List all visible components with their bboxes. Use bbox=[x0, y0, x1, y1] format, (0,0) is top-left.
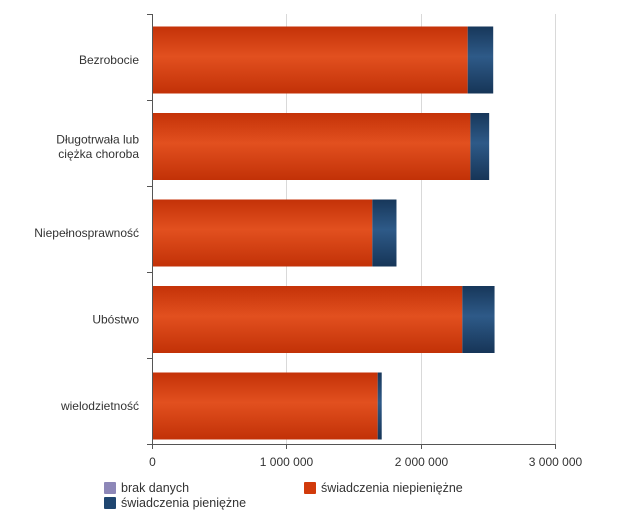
bar-1-series-1 bbox=[152, 26, 468, 94]
legend-swatch-swiadczenia-pieniezne bbox=[104, 497, 116, 509]
bar-5-series-2 bbox=[377, 372, 382, 440]
x-tick-label-3: 3 000 000 bbox=[529, 455, 583, 469]
labels: 0 1 000 000 2 000 000 3 000 000 Bezrobocie Dł… bbox=[34, 53, 582, 469]
bar-5-series-1 bbox=[152, 372, 378, 440]
bar-3-series-2 bbox=[372, 199, 397, 267]
legend-item-brak-danych: brak danych bbox=[104, 481, 189, 495]
legend-item-swiadczenia-pieniezne: świadczenia pieniężne bbox=[104, 496, 246, 510]
legend-label-swiadczenia-pieniezne: świadczenia pieniężne bbox=[121, 496, 247, 510]
legend-label-swiadczenia-niepieniezne: świadczenia niepieniężne bbox=[321, 481, 463, 495]
bars bbox=[152, 26, 495, 440]
bar-4-series-2 bbox=[462, 286, 495, 353]
legend-label-brak-danych: brak danych bbox=[121, 481, 190, 495]
axes bbox=[147, 14, 556, 449]
category-label-3: Niepełnosprawność bbox=[34, 226, 139, 240]
bar-2-series-2 bbox=[470, 113, 490, 180]
bar-chart: 0 1 000 000 2 000 000 3 000 000 Bezrobocie Dł… bbox=[34, 14, 583, 469]
legend-swatch-swiadczenia-niepieniezne bbox=[304, 482, 316, 494]
legend-swatch-brak-danych bbox=[104, 482, 116, 494]
bar-4-series-1 bbox=[152, 286, 463, 353]
bar-3-series-1 bbox=[152, 199, 373, 267]
category-label-5: wielodzietność bbox=[60, 399, 139, 413]
legend-item-swiadczenia-niepieniezne: świadczenia niepieniężne bbox=[304, 481, 463, 495]
category-label-1: Bezrobocie bbox=[79, 53, 139, 67]
x-tick-label-2: 2 000 000 bbox=[395, 455, 449, 469]
bar-1-series-2 bbox=[467, 26, 494, 94]
x-tick-label-1: 1 000 000 bbox=[260, 455, 314, 469]
category-label-2: Długotrwała lub ciężka choroba bbox=[56, 132, 139, 161]
bar-2-series-1 bbox=[152, 113, 471, 180]
x-tick-label-0: 0 bbox=[149, 455, 156, 469]
legend: brak danych świadczenia niepieniężne świ… bbox=[104, 481, 604, 513]
category-label-4: Ubóstwo bbox=[92, 313, 139, 327]
